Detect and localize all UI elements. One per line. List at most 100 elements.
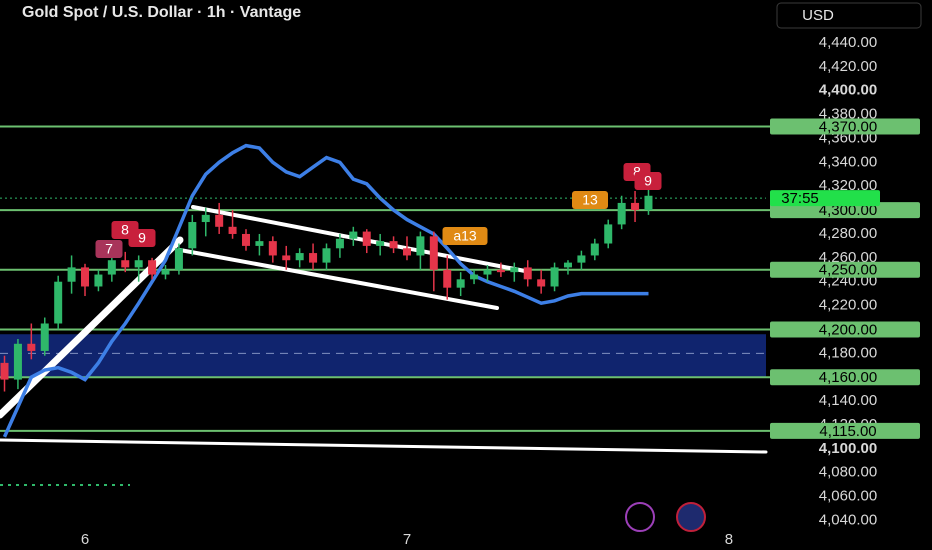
signal-badge: [95, 240, 123, 258]
candle-body: [215, 214, 224, 227]
y-tick-label: 4,180.00: [819, 344, 877, 361]
signal-label: 8: [121, 222, 129, 238]
level-badge: [770, 321, 920, 338]
candle-body: [644, 195, 653, 211]
signal-badge: [128, 229, 156, 247]
y-tick-label: 4,100.00: [819, 440, 877, 457]
candle-body: [241, 233, 250, 246]
icon[interactable]: [625, 502, 655, 532]
level-label: 4,200.00: [819, 321, 877, 338]
signal-label: a13: [453, 228, 477, 244]
moving-average: [2, 143, 649, 438]
level-label: 4,160.00: [819, 369, 877, 386]
candle-body: [255, 241, 264, 246]
candle-body: [335, 238, 344, 249]
candle-body: [228, 226, 237, 234]
y-tick-label: 4,220.00: [819, 297, 877, 314]
x-tick-label: 7: [403, 531, 411, 548]
zone: [0, 334, 766, 378]
y-tick-label: 4,040.00: [819, 511, 877, 528]
chart-title: Gold Spot / U.S. Dollar · 1h · Vantage: [22, 4, 301, 21]
level-badge: [770, 422, 920, 439]
candle-body: [107, 260, 116, 275]
candle-body: [429, 236, 438, 270]
candle-body: [362, 231, 371, 246]
signal-badge: [442, 227, 488, 245]
signal-label: 7: [105, 241, 113, 257]
candle-body: [631, 202, 640, 211]
candle-body: [54, 281, 63, 324]
candle-body: [188, 222, 197, 249]
currency-button[interactable]: [776, 2, 922, 29]
candle-body: [443, 269, 452, 288]
level-label: 4,300.00: [819, 202, 877, 219]
candle-body: [134, 260, 143, 268]
candle-body: [416, 236, 425, 256]
candle-body: [537, 279, 546, 287]
candle-body: [523, 267, 532, 280]
candle-body: [456, 279, 465, 288]
y-tick-label: 4,440.00: [819, 34, 877, 51]
candle-body: [617, 202, 626, 225]
signal-label: 9: [138, 230, 146, 246]
candle-body: [604, 224, 613, 244]
x-tick-label: 6: [81, 531, 89, 548]
signal-label: 8: [633, 164, 641, 180]
candle-body: [40, 323, 49, 351]
level-label: 4,250.00: [819, 262, 877, 279]
candle-body: [161, 269, 170, 275]
level-label: 4,115.00: [819, 423, 876, 440]
candle-body: [282, 255, 291, 261]
candle-body: [0, 362, 9, 380]
y-tick-label: 4,380.00: [819, 106, 877, 123]
trend-line: [191, 205, 527, 273]
candle-body: [510, 267, 519, 273]
y-tick-label: 4,340.00: [819, 153, 877, 170]
y-tick-label: 4,280.00: [819, 225, 877, 242]
candle-body: [590, 243, 599, 256]
level-badge: [770, 261, 920, 278]
level-badge: [770, 369, 920, 386]
flag-icon[interactable]: [676, 502, 706, 532]
candle-body: [470, 274, 479, 280]
candle-body: [27, 343, 36, 351]
candle-body: [295, 253, 304, 261]
candle-body: [309, 253, 318, 263]
level-badge: [770, 118, 920, 135]
candle-body: [148, 260, 157, 275]
plot: 4,040.004,060.004,080.004,100.004,120.00…: [0, 30, 932, 550]
candle-body: [201, 214, 210, 223]
currency-label[interactable]: USD: [802, 7, 834, 24]
candle-body: [322, 248, 331, 263]
candle-body: [577, 255, 586, 263]
candle-body: [349, 231, 358, 239]
signal-badge: [634, 172, 662, 190]
candle-body: [563, 262, 572, 268]
candle-body: [121, 260, 130, 268]
y-tick-label: 4,140.00: [819, 392, 877, 409]
candle-body: [550, 267, 559, 287]
y-tick-label: 4,400.00: [819, 82, 877, 99]
candle-body: [94, 274, 103, 287]
signal-badge: [572, 191, 608, 209]
candle-body: [483, 269, 492, 275]
signal-label: 9: [644, 173, 652, 189]
candle-body: [67, 267, 76, 282]
y-tick-label: 4,320.00: [819, 177, 877, 194]
axis-background: [766, 30, 932, 550]
countdown-label: 37:55: [781, 190, 819, 207]
candle-body: [496, 269, 505, 273]
level-label: 4,370.00: [819, 119, 877, 136]
y-tick-label: 4,080.00: [819, 464, 877, 481]
y-tick-label: 4,060.00: [819, 488, 877, 505]
trend-line: [178, 248, 499, 310]
candle-body: [389, 241, 398, 249]
signal-label: 13: [582, 192, 598, 208]
y-tick-label: 4,420.00: [819, 58, 877, 75]
candle-body: [13, 343, 22, 380]
y-tick-label: 4,260.00: [819, 249, 877, 266]
countdown-badge: [770, 190, 880, 207]
candle-body: [268, 241, 277, 256]
candle-body: [376, 241, 385, 246]
